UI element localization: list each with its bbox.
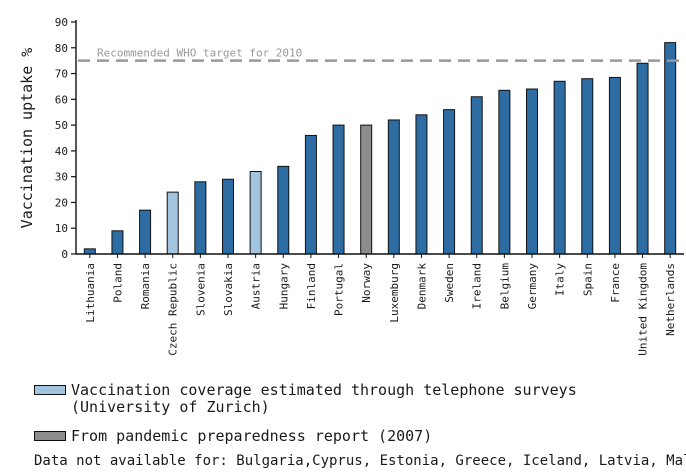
bar-slovenia [195, 182, 206, 254]
legend-text-telephone-line2: (University of Zurich) [71, 399, 577, 416]
x-tick-label: Belgium [498, 263, 511, 310]
y-axis-label: Vaccination uptake % [18, 48, 36, 229]
y-tick-label: 50 [55, 119, 68, 132]
legend-text-telephone-line1: Vaccination coverage estimated through t… [71, 382, 577, 399]
x-tick-label: Austria [250, 263, 263, 309]
bar-finland [305, 135, 316, 254]
x-tick-label: Sweden [443, 263, 456, 303]
y-tick-label: 0 [61, 248, 68, 261]
bar-denmark [416, 115, 427, 254]
x-tick-label: Romania [139, 263, 152, 309]
legend-swatch-telephone [34, 385, 66, 395]
bar-portugal [333, 125, 344, 254]
y-tick-label: 70 [55, 68, 68, 81]
bar-lithuania [84, 249, 95, 254]
bar-sweden [444, 110, 455, 254]
x-tick-label: France [609, 263, 622, 303]
reference-line-group: Recommended WHO target for 2010 [78, 47, 684, 61]
bar-france [609, 77, 620, 254]
x-tick-label: Ireland [471, 263, 484, 309]
bar-poland [112, 231, 123, 254]
legend-text-report: From pandemic preparedness report (2007) [71, 428, 432, 445]
x-tick-label: Luxemburg [388, 263, 401, 323]
x-tick-label: Hungary [277, 263, 290, 310]
y-tick-label: 10 [55, 222, 68, 235]
bar-luxemburg [388, 120, 399, 254]
x-tick-label: Portugal [333, 263, 346, 316]
data-availability-note: Data not available for: Bulgaria,Cyprus,… [34, 453, 686, 469]
y-tick-label: 20 [55, 196, 68, 209]
bar-united-kingdom [637, 63, 648, 254]
x-tick-label: Slovakia [222, 263, 235, 316]
x-tick-label: Lithuania [84, 263, 97, 323]
bar-chart: Vaccination uptake % 0 10 20 30 40 50 60 70 80 90… [0, 0, 686, 380]
bar-slovakia [223, 179, 234, 254]
x-tick-label: Czech Republic [167, 263, 180, 356]
x-axis-tick-labels: Lithuania Poland Romania Czech Republic Slov… [84, 254, 677, 356]
bar-italy [554, 81, 565, 254]
x-tick-label: Denmark [415, 263, 428, 310]
x-tick-label: Poland [111, 263, 124, 303]
bar-ireland [471, 97, 482, 254]
bar-norway [361, 125, 372, 254]
y-axis-label-group: Vaccination uptake % [18, 48, 36, 229]
bar-spain [582, 79, 593, 254]
who-target-label: Recommended WHO target for 2010 [97, 47, 302, 60]
x-tick-label: Italy [554, 263, 567, 296]
bar-netherlands [665, 43, 676, 254]
legend-swatch-report [34, 431, 66, 441]
bar-belgium [499, 90, 510, 254]
y-tick-label: 40 [55, 145, 68, 158]
x-tick-label: Spain [581, 263, 594, 296]
x-tick-label: Slovenia [194, 263, 207, 316]
bar-germany [527, 89, 538, 254]
bar-romania [140, 210, 151, 254]
y-tick-label: 90 [55, 16, 68, 29]
bar-czech-republic [167, 192, 178, 254]
x-tick-label: United Kingdom [637, 263, 650, 356]
x-tick-label: Germany [526, 263, 539, 310]
y-axis-ticks: 0 10 20 30 40 50 60 70 80 90 [55, 16, 76, 261]
y-tick-label: 30 [55, 171, 68, 184]
x-tick-label: Norway [360, 263, 373, 303]
x-tick-label: Netherlands [664, 263, 677, 336]
bars [84, 43, 675, 254]
y-tick-label: 80 [55, 42, 68, 55]
bar-hungary [278, 166, 289, 254]
x-tick-label: Finland [305, 263, 318, 309]
bar-austria [250, 172, 261, 254]
y-tick-label: 60 [55, 93, 68, 106]
